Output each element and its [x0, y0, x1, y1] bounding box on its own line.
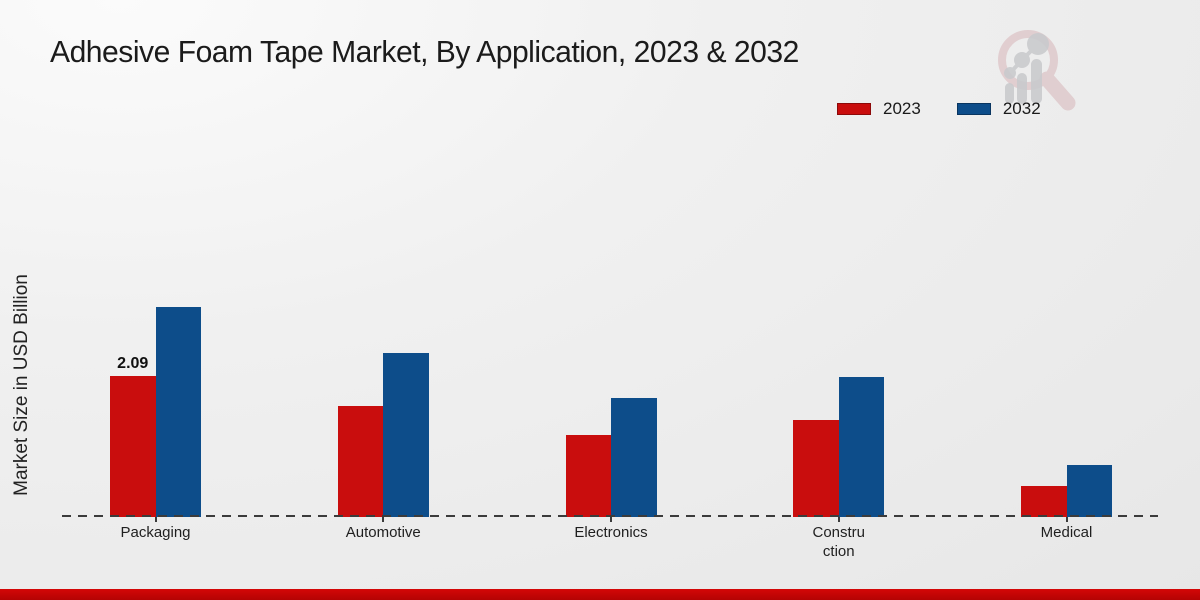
x-label-automotive: Automotive [345, 524, 421, 541]
bar-automotive-2023 [337, 405, 384, 517]
x-label-medical: Medical [1040, 524, 1093, 541]
bar-medical-2032 [1066, 465, 1112, 517]
legend-item-2032: 2032 [956, 99, 1041, 119]
data-label-packaging-2023: 2.09 [117, 355, 149, 372]
x-tick-medical [1065, 517, 1068, 522]
x-tick-automotive [382, 517, 385, 522]
legend: 2023 2032 [837, 99, 1041, 119]
footer-red-band [0, 589, 1200, 600]
legend-swatch-2032 [956, 103, 991, 115]
x-tick-packaging [154, 517, 157, 522]
bar-automotive-2032 [383, 353, 429, 517]
x-tick-electronics [610, 517, 612, 522]
bar-construction-2032 [838, 376, 885, 517]
x-label-electronics: Electronics [574, 524, 648, 541]
chart-title: Adhesive Foam Tape Market, By Applicatio… [50, 34, 799, 69]
x-tick-construction [837, 517, 840, 522]
bar-packaging-2032 [155, 307, 201, 517]
bar-electronics-2023 [565, 434, 611, 517]
x-label-construction: Constru ction [812, 524, 866, 560]
bar-medical-2023 [1021, 485, 1067, 517]
legend-item-2023: 2023 [837, 99, 921, 119]
legend-swatch-2023 [837, 103, 871, 115]
bar-packaging-2023 [110, 376, 156, 517]
x-axis-baseline [62, 515, 1158, 517]
bar-construction-2023 [793, 419, 839, 517]
bar-electronics-2032 [611, 398, 657, 517]
legend-label-2032: 2032 [1002, 99, 1041, 118]
x-label-packaging: Packaging [120, 524, 191, 541]
legend-label-2023: 2023 [883, 99, 921, 118]
